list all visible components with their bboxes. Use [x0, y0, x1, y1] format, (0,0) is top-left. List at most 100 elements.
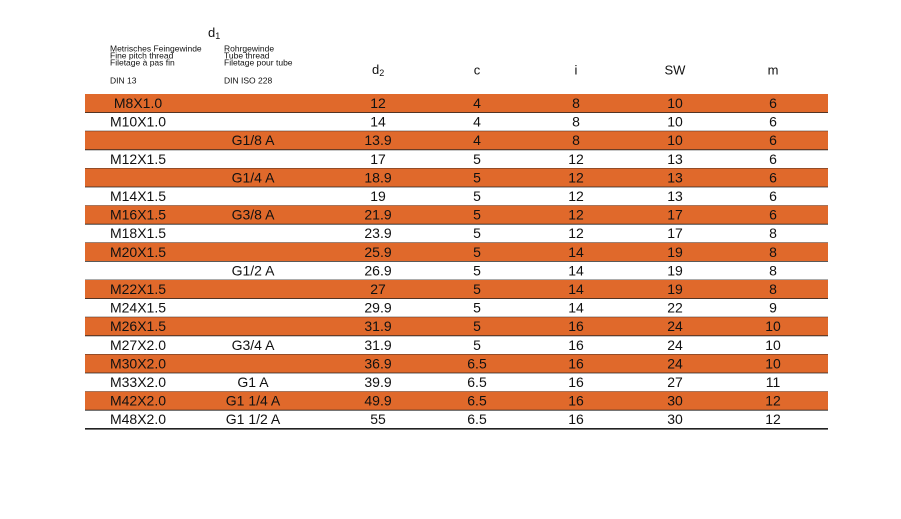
metric-thread: M30X2.0 — [110, 355, 166, 371]
d2-value: 23.9 — [364, 225, 391, 241]
m-value: 9 — [769, 300, 777, 316]
d2-value: 25.9 — [364, 244, 391, 260]
metric-thread: M14X1.5 — [110, 188, 166, 204]
metric-thread: M27X2.0 — [110, 337, 166, 353]
sw-value: 13 — [667, 151, 683, 167]
c-value: 6.5 — [467, 411, 487, 427]
c-value: 6.5 — [467, 355, 487, 371]
tube-thread: G1/8 A — [232, 132, 275, 148]
sw-value: 24 — [667, 318, 683, 334]
c-header: c — [474, 62, 481, 77]
tube-thread: G1/4 A — [232, 169, 275, 185]
sw-value: 30 — [667, 411, 683, 427]
sw-value: 10 — [667, 95, 683, 111]
m-value: 6 — [769, 151, 777, 167]
d1-sub: 1 — [215, 31, 220, 41]
d1-header: d1 — [208, 25, 220, 41]
m-value: 10 — [765, 318, 781, 334]
sw-value: 10 — [667, 132, 683, 148]
metric-thread: M20X1.5 — [110, 244, 166, 260]
i-value: 12 — [568, 188, 584, 204]
m-value: 12 — [765, 411, 781, 427]
m-value: 6 — [769, 169, 777, 185]
d2-value: 31.9 — [364, 318, 391, 334]
c-value: 5 — [473, 300, 481, 316]
c-value: 6.5 — [467, 374, 487, 390]
tube-line: Tube thread — [224, 50, 270, 60]
i-value: 16 — [568, 374, 584, 390]
d1-main: d — [208, 25, 215, 40]
i-value: 12 — [568, 151, 584, 167]
tube-thread: G1 1/4 A — [226, 393, 281, 409]
c-value: 6.5 — [467, 393, 487, 409]
c-value: 5 — [473, 337, 481, 353]
d2-value: 49.9 — [364, 393, 391, 409]
m-value: 6 — [769, 114, 777, 130]
sw-value: 19 — [667, 262, 683, 278]
m-value: 6 — [769, 95, 777, 111]
sw-value: 13 — [667, 169, 683, 185]
sw-value: 10 — [667, 114, 683, 130]
metric-thread: M48X2.0 — [110, 411, 166, 427]
metric-line: Metrisches Feingewinde — [110, 43, 202, 53]
tube-thread: G1 1/2 A — [226, 411, 281, 427]
d2-value: 26.9 — [364, 262, 391, 278]
c-value: 4 — [473, 132, 481, 148]
d2-value: 19 — [370, 188, 386, 204]
d2-value: 21.9 — [364, 207, 391, 223]
metric-thread: M42X2.0 — [110, 393, 166, 409]
i-value: 14 — [568, 300, 584, 316]
i-value: 16 — [568, 411, 584, 427]
tube-standard: DIN ISO 228 — [224, 75, 272, 85]
m-value: 8 — [769, 225, 777, 241]
d2-value: 31.9 — [364, 337, 391, 353]
i-value: 16 — [568, 318, 584, 334]
m-value: 6 — [769, 188, 777, 204]
d2-value: 13.9 — [364, 132, 391, 148]
sw-value: 27 — [667, 374, 683, 390]
row-stripe — [85, 391, 828, 411]
d2-header: d2 — [372, 62, 384, 78]
m-value: 8 — [769, 281, 777, 297]
metric-line: Fine pitch thread — [110, 50, 174, 60]
m-value: 11 — [766, 374, 781, 390]
row-stripe — [85, 317, 828, 336]
i-value: 16 — [568, 393, 584, 409]
d2-value: 12 — [370, 95, 386, 111]
sw-value: 17 — [667, 225, 683, 241]
row-stripe — [85, 242, 828, 262]
sw-value: 24 — [667, 337, 683, 353]
m-value: 12 — [765, 393, 781, 409]
metric-standard: DIN 13 — [110, 75, 137, 85]
c-value: 5 — [473, 225, 481, 241]
tube-thread: G1/2 A — [232, 262, 275, 278]
i-value: 8 — [572, 95, 580, 111]
d2-main: d — [372, 62, 379, 77]
m-value: 8 — [769, 262, 777, 278]
d2-value: 18.9 — [364, 169, 391, 185]
c-value: 5 — [473, 169, 481, 185]
c-value: 5 — [473, 151, 481, 167]
metric-thread: M33X2.0 — [110, 374, 166, 390]
metric-thread: M16X1.5 — [110, 207, 166, 223]
tube-line: Rohrgewinde — [224, 43, 274, 53]
i-value: 12 — [568, 169, 584, 185]
m-value: 8 — [769, 244, 777, 260]
metric-thread: M22X1.5 — [110, 281, 166, 297]
sw-value: 22 — [667, 300, 683, 316]
i-value: 12 — [568, 225, 584, 241]
metric-thread: M18X1.5 — [110, 225, 166, 241]
c-value: 5 — [473, 188, 481, 204]
tube-thread: G3/4 A — [232, 337, 275, 353]
sw-value: 13 — [667, 188, 683, 204]
i-value: 16 — [568, 355, 584, 371]
c-value: 4 — [473, 114, 481, 130]
row-stripe — [85, 168, 828, 187]
row-stripe — [85, 280, 828, 299]
row-stripe — [85, 354, 828, 373]
d2-value: 29.9 — [364, 300, 391, 316]
tube-thread: G1 A — [237, 374, 269, 390]
c-value: 5 — [473, 318, 481, 334]
row-stripe — [85, 131, 828, 150]
m-value: 6 — [769, 132, 777, 148]
